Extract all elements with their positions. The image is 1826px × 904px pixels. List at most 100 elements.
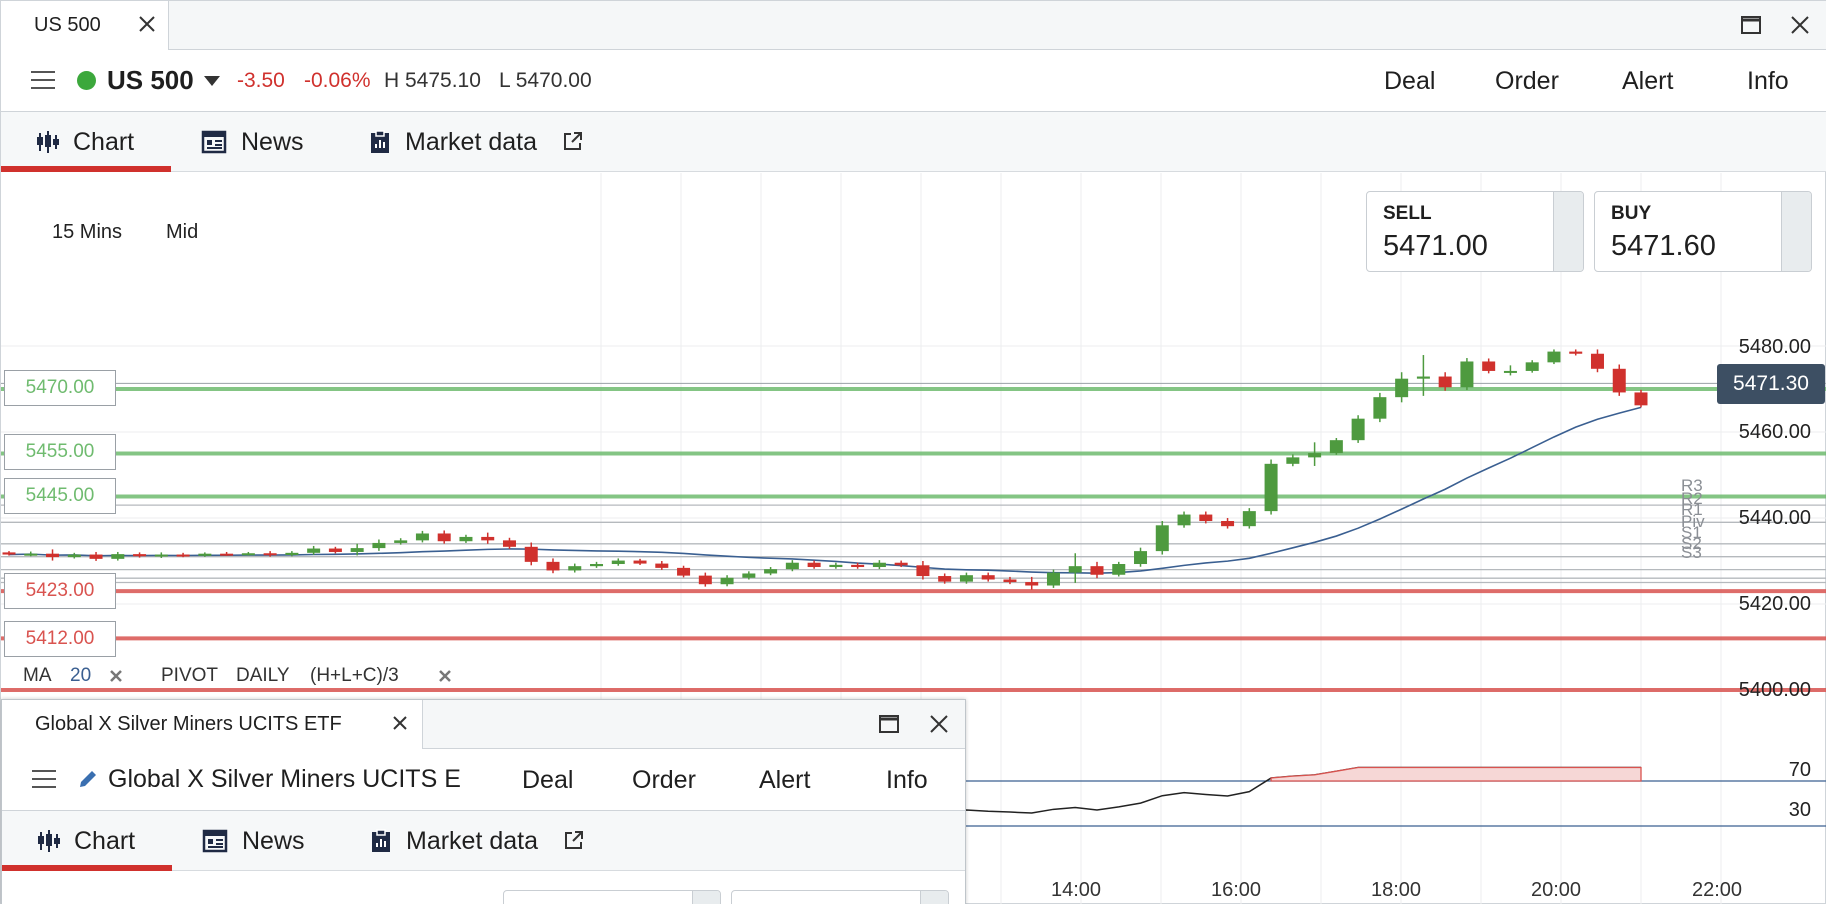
y-axis-label: 5440.00 bbox=[1738, 507, 1811, 529]
candle-body bbox=[785, 562, 799, 570]
candle-body bbox=[546, 561, 560, 571]
tab-market-data[interactable]: Market data bbox=[367, 112, 587, 172]
candle-body bbox=[1177, 514, 1191, 526]
close-window-icon[interactable] bbox=[927, 712, 951, 736]
tab-chart-label: Chart bbox=[73, 128, 135, 156]
current-price-marker: 5471.30 bbox=[1717, 364, 1825, 404]
moving-average-line bbox=[8, 406, 1642, 574]
candle-body bbox=[590, 564, 604, 567]
window-tab-bar: US 500 bbox=[1, 1, 1826, 50]
tab-chart[interactable]: Chart bbox=[2, 811, 172, 871]
tab-chart[interactable]: Chart bbox=[1, 112, 171, 172]
day-high: H 5475.10 bbox=[384, 69, 481, 92]
candle-body bbox=[1416, 376, 1430, 379]
tab-market-data-label: Market data bbox=[406, 827, 539, 855]
window-tab[interactable]: US 500 bbox=[1, 1, 169, 50]
sell-price: 5471.00 bbox=[1383, 230, 1488, 262]
pencil-icon[interactable] bbox=[77, 768, 99, 790]
sell-button[interactable] bbox=[503, 890, 721, 904]
close-tab-icon[interactable] bbox=[137, 14, 157, 34]
sell-label: SELL bbox=[1383, 203, 1432, 224]
candle-body bbox=[46, 553, 60, 558]
external-link-icon bbox=[564, 132, 582, 150]
ma-indicator-label[interactable]: MA bbox=[23, 665, 52, 686]
candle-body bbox=[1003, 579, 1017, 583]
info-button[interactable]: Info bbox=[886, 766, 928, 794]
sell-button[interactable]: SELL 5471.00 bbox=[1366, 191, 1584, 272]
ma-indicator-period[interactable]: 20 bbox=[70, 665, 92, 686]
menu-icon[interactable] bbox=[31, 71, 55, 91]
info-button[interactable]: Info bbox=[1747, 67, 1789, 95]
close-window-icon[interactable] bbox=[1788, 13, 1812, 37]
menu-icon[interactable] bbox=[32, 770, 56, 790]
external-link-icon bbox=[565, 831, 583, 849]
candle-body bbox=[1155, 525, 1169, 552]
candle-body bbox=[502, 540, 516, 547]
remove-ma-icon[interactable] bbox=[109, 669, 123, 683]
candle-body bbox=[1090, 566, 1104, 575]
alert-button[interactable]: Alert bbox=[1622, 67, 1674, 95]
buy-side-handle bbox=[1781, 192, 1811, 271]
pivot-label: S3 bbox=[1681, 543, 1702, 562]
pivot-label: Piv bbox=[1681, 512, 1705, 531]
instrument-name[interactable]: US 500 bbox=[107, 65, 194, 95]
secondary-instrument-name[interactable]: Global X Silver Miners UCITS E bbox=[108, 765, 461, 793]
remove-pivot-icon[interactable] bbox=[438, 669, 452, 683]
candle-body bbox=[1025, 582, 1039, 586]
pivot-indicator-formula[interactable]: (H+L+C)/3 bbox=[310, 665, 399, 686]
price-type-selector[interactable]: Mid bbox=[166, 221, 199, 243]
candle-body bbox=[67, 554, 81, 558]
tab-news[interactable]: News bbox=[201, 112, 311, 172]
candle-body bbox=[568, 566, 582, 571]
candle-body bbox=[1046, 572, 1060, 586]
candle-body bbox=[1242, 511, 1256, 527]
buy-button[interactable] bbox=[731, 890, 949, 904]
secondary-window: Global X Silver Miners UCITS ETF Global … bbox=[1, 699, 966, 904]
close-tab-icon[interactable] bbox=[392, 715, 408, 731]
price-level-tag[interactable]: 5470.00 bbox=[4, 370, 116, 406]
candle-body bbox=[872, 562, 886, 568]
secondary-window-tab[interactable]: Global X Silver Miners UCITS ETF bbox=[2, 700, 423, 749]
news-icon bbox=[201, 130, 227, 154]
candle-body bbox=[1612, 368, 1626, 393]
candle-body bbox=[1351, 418, 1365, 441]
price-level-tag[interactable]: 5423.00 bbox=[4, 573, 116, 609]
tab-market-data[interactable]: Market data bbox=[368, 811, 588, 871]
candle-body bbox=[415, 533, 429, 541]
x-axis-label: 22:00 bbox=[1692, 879, 1743, 901]
tab-news[interactable]: News bbox=[202, 811, 312, 871]
deal-button[interactable]: Deal bbox=[1384, 67, 1436, 95]
rsi-level-label: 70 bbox=[1788, 759, 1811, 781]
chevron-down-icon[interactable] bbox=[204, 76, 220, 86]
order-button[interactable]: Order bbox=[632, 766, 696, 794]
tab-news-label: News bbox=[241, 128, 304, 156]
pivot-indicator-period[interactable]: DAILY bbox=[236, 665, 290, 686]
order-button[interactable]: Order bbox=[1495, 67, 1559, 95]
pivot-indicator-label[interactable]: PIVOT bbox=[161, 665, 219, 686]
market-status-icon bbox=[77, 71, 96, 90]
candle-body bbox=[894, 562, 908, 566]
price-level-tag[interactable]: 5445.00 bbox=[4, 478, 116, 514]
candle-body bbox=[481, 536, 495, 541]
alert-button[interactable]: Alert bbox=[759, 766, 811, 794]
tab-chart-label: Chart bbox=[74, 827, 136, 855]
candle-body bbox=[394, 540, 408, 543]
news-icon bbox=[202, 829, 228, 853]
candle-body bbox=[285, 552, 299, 555]
candle-body bbox=[851, 564, 865, 568]
maximize-icon[interactable] bbox=[877, 712, 901, 736]
candle-body bbox=[633, 560, 647, 564]
maximize-icon[interactable] bbox=[1739, 13, 1763, 37]
price-level-tag[interactable]: 5455.00 bbox=[4, 434, 116, 470]
candle-body bbox=[241, 553, 255, 556]
deal-button[interactable]: Deal bbox=[522, 766, 574, 794]
price-chart[interactable]: 15 Mins Mid SELL 5471.00 BUY 5471.60 547… bbox=[1, 173, 1826, 904]
candle-body bbox=[307, 548, 321, 553]
candle-body bbox=[198, 553, 212, 556]
candle-body bbox=[1329, 440, 1343, 454]
buy-button[interactable]: BUY 5471.60 bbox=[1594, 191, 1812, 272]
interval-selector[interactable]: 15 Mins bbox=[52, 221, 123, 243]
candle-body bbox=[1221, 521, 1235, 527]
candle-body bbox=[154, 554, 168, 557]
price-level-tag[interactable]: 5412.00 bbox=[4, 621, 116, 657]
